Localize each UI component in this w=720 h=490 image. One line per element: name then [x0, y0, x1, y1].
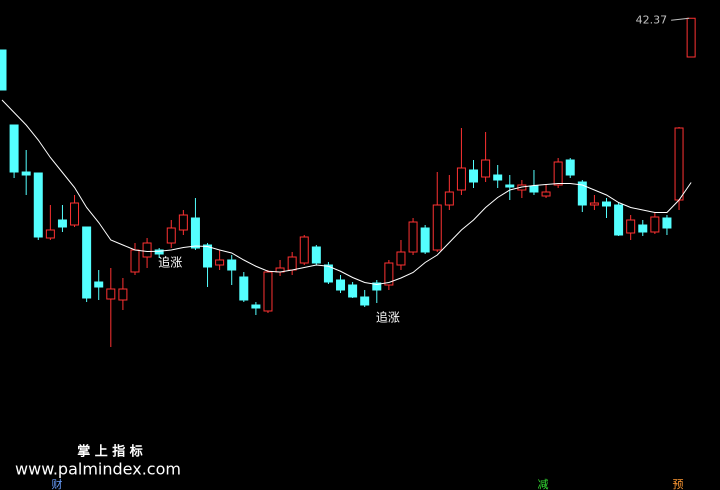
watermark-url: www.palmindex.com — [15, 460, 181, 479]
candle-body — [396, 251, 406, 266]
candle-body — [227, 259, 237, 271]
candle-body — [166, 227, 176, 244]
candle-body — [57, 219, 67, 228]
tab[interactable]: 财 — [52, 477, 63, 490]
candle-body — [420, 227, 430, 253]
brand: 掌 上 指 标 — [77, 444, 143, 460]
candle-body — [565, 159, 575, 176]
candle-body — [602, 201, 611, 207]
candle-body — [662, 217, 672, 229]
annotation: 追涨 — [158, 255, 182, 270]
candle-body — [82, 226, 92, 299]
candle-body — [589, 202, 599, 206]
candle-body — [541, 191, 551, 197]
candle-body — [70, 202, 80, 226]
candle-body — [311, 246, 321, 264]
candle-body — [190, 217, 200, 249]
candle-body — [505, 184, 515, 188]
candle-body — [360, 296, 370, 306]
candle-body — [130, 249, 140, 273]
candle-body — [323, 264, 333, 283]
candle-body — [553, 161, 563, 186]
candle-body — [0, 49, 7, 91]
candle-body — [239, 276, 249, 301]
candle-body — [203, 244, 213, 268]
candle-body — [432, 204, 442, 251]
candle-body — [142, 242, 152, 258]
candle-body — [638, 224, 648, 233]
candle-body — [348, 284, 358, 298]
candle-body — [469, 169, 479, 183]
candle-body — [21, 171, 31, 176]
candle-body — [686, 17, 696, 58]
candle-body — [251, 304, 261, 309]
candle-body — [336, 279, 346, 291]
ma-line — [1, 99, 692, 286]
candle-body — [493, 174, 503, 181]
candle-body — [626, 219, 636, 234]
tab[interactable]: 减 — [538, 478, 549, 490]
candle-body — [299, 236, 309, 264]
annotation: 追涨 — [376, 310, 400, 325]
candle-body — [154, 249, 164, 255]
candle-body — [263, 271, 273, 312]
candle-body — [384, 262, 394, 286]
candle-body — [287, 256, 297, 271]
candle-body — [481, 159, 491, 178]
candle-body — [674, 127, 684, 201]
candle-body — [45, 229, 55, 239]
candle-body — [9, 124, 19, 173]
candle-body — [106, 288, 116, 300]
candle-body — [408, 221, 418, 253]
candle-body — [444, 191, 454, 206]
candle-body — [529, 185, 539, 193]
last-price-label: 42.37 — [636, 13, 668, 26]
candle-body — [33, 172, 43, 238]
candle-body — [215, 259, 225, 266]
candle-body — [456, 167, 466, 191]
last-price-pointer — [671, 17, 690, 21]
tab[interactable]: 预 — [673, 478, 684, 490]
candle-body — [372, 282, 382, 291]
candle-body — [650, 216, 660, 233]
candle-body — [118, 288, 128, 301]
candle-body — [94, 281, 104, 288]
candle-body — [178, 214, 188, 231]
candle-body — [614, 204, 624, 236]
candle-body — [577, 181, 587, 206]
